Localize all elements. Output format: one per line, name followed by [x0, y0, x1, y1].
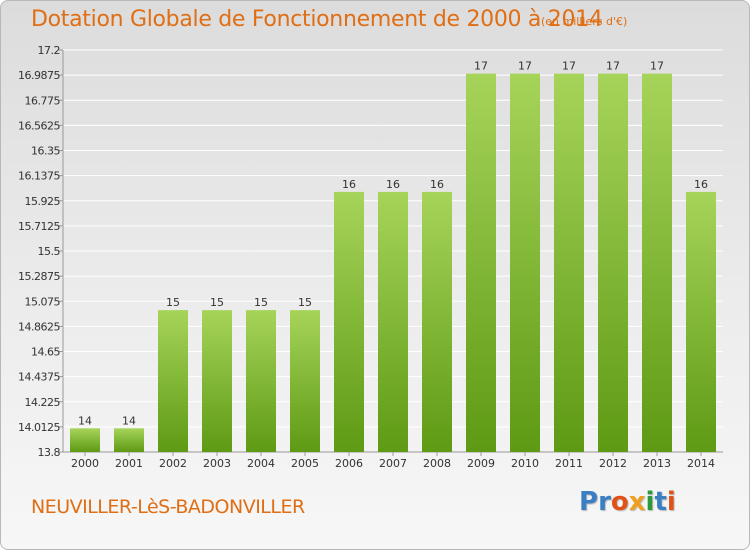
y-tick-label: 16.35 — [31, 145, 60, 158]
chart-subtitle: (en milliers d'€) — [541, 15, 628, 28]
bar-2013 — [642, 73, 672, 452]
bar-2006 — [334, 191, 364, 452]
x-tick-label: 2001 — [115, 457, 143, 470]
data-label: 17 — [474, 60, 488, 73]
bar-2003 — [202, 310, 232, 452]
bar-2005 — [290, 310, 320, 452]
y-tick-label: 16.9875 — [18, 69, 60, 82]
data-label: 17 — [562, 60, 576, 73]
data-label: 17 — [606, 60, 620, 73]
y-tick-label: 15.075 — [25, 295, 61, 308]
bar-2008 — [422, 191, 452, 452]
bar-2011 — [554, 73, 584, 452]
logo-letter: i — [666, 487, 676, 517]
y-tick-label: 15.925 — [25, 195, 61, 208]
proxiti-logo[interactable]: Proxiti — [579, 487, 676, 517]
y-tick-label: 14.225 — [25, 396, 61, 409]
bar-2007 — [378, 191, 408, 452]
bar-2009 — [466, 73, 496, 452]
x-tick-label: 2007 — [379, 457, 407, 470]
x-tick-label: 2014 — [687, 457, 715, 470]
bar-2002 — [158, 310, 188, 452]
x-tick-label: 2005 — [291, 457, 319, 470]
data-label: 15 — [254, 296, 268, 309]
data-label: 16 — [430, 178, 444, 191]
data-label: 16 — [694, 178, 708, 191]
x-tick-label: 2010 — [511, 457, 539, 470]
y-tick-label: 15.2875 — [18, 270, 60, 283]
bar-2012 — [598, 73, 628, 452]
data-label: 14 — [122, 414, 136, 427]
y-tick-label: 14.8625 — [18, 320, 60, 333]
town-name: NEUVILLER-LèS-BADONVILLER — [31, 496, 305, 518]
y-tick-label: 14.4375 — [18, 371, 60, 384]
x-tick-label: 2003 — [203, 457, 231, 470]
y-tick-label: 15.7125 — [18, 220, 60, 233]
chart-title: Dotation Globale de Fonctionnement de 20… — [31, 7, 603, 32]
y-tick-label: 14.65 — [31, 346, 60, 359]
data-label: 17 — [650, 60, 664, 73]
y-tick-label: 14.0125 — [18, 421, 60, 434]
logo-letter: x — [628, 487, 646, 517]
data-label: 15 — [210, 296, 224, 309]
logo-letter: r — [598, 487, 611, 517]
x-tick-label: 2002 — [159, 457, 187, 470]
x-tick-label: 2011 — [555, 457, 583, 470]
data-label: 16 — [342, 178, 356, 191]
data-label: 16 — [386, 178, 400, 191]
data-label: 17 — [518, 60, 532, 73]
bar-2001 — [114, 428, 144, 452]
x-tick-label: 2000 — [71, 457, 99, 470]
data-label: 15 — [298, 296, 312, 309]
logo-letter: i — [645, 487, 655, 517]
x-tick-label: 2013 — [643, 457, 671, 470]
bar-2000 — [70, 428, 100, 452]
data-label: 14 — [78, 414, 92, 427]
y-tick-label: 16.1375 — [18, 170, 60, 183]
y-tick-label: 13.8 — [38, 446, 61, 459]
logo-letter: o — [610, 487, 629, 517]
x-tick-label: 2009 — [467, 457, 495, 470]
x-tick-label: 2006 — [335, 457, 363, 470]
x-tick-label: 2004 — [247, 457, 275, 470]
y-tick-label: 16.5625 — [18, 119, 60, 132]
y-tick-label: 17.2 — [38, 44, 61, 57]
x-tick-label: 2012 — [599, 457, 627, 470]
y-tick-label: 16.775 — [25, 94, 61, 107]
data-label: 15 — [166, 296, 180, 309]
bar-2010 — [510, 73, 540, 452]
y-tick-label: 15.5 — [38, 245, 61, 258]
x-tick-label: 2008 — [423, 457, 451, 470]
logo-letter: t — [654, 487, 667, 517]
logo-letter: P — [579, 487, 599, 517]
bar-2004 — [246, 310, 276, 452]
bar-2014 — [686, 191, 716, 452]
